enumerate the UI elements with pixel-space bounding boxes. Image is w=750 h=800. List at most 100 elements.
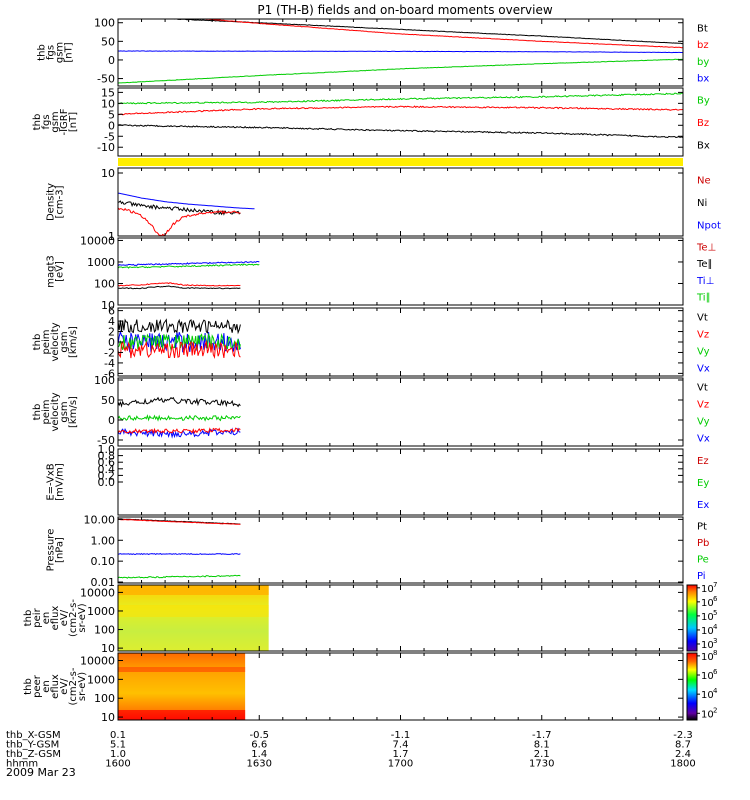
series-line: [118, 192, 255, 210]
y-tick-label: 0: [108, 414, 115, 427]
series-group: [118, 318, 241, 360]
y-tick-label: 2: [108, 326, 115, 339]
time-axis-value: 0.1: [110, 730, 126, 741]
y-axis-label: peim: [41, 399, 52, 424]
y-axis-label: Density: [46, 183, 57, 221]
y-tick-label: 1000: [87, 673, 115, 686]
spectrogram-image: [118, 585, 269, 651]
y-axis-label: [km/s]: [68, 326, 79, 358]
spectrogram-band: [118, 585, 269, 595]
time-axis-value: 1800: [670, 759, 695, 770]
spectrogram-fill: [118, 585, 269, 651]
spectrogram-fill: [118, 653, 246, 720]
y-tick-label: 0: [108, 119, 115, 132]
y-axis-label: eV/: [59, 609, 70, 626]
y-tick-label: -50: [97, 73, 115, 86]
panel-frame: [117, 516, 684, 584]
y-tick-label: -6: [104, 367, 115, 380]
legend-entry: Vy: [697, 417, 710, 428]
y-axis-label: peer: [32, 674, 43, 698]
colorbar-tick-label: 10: [701, 584, 714, 595]
y-tick-label: 1: [108, 230, 115, 243]
y-tick-label: -2: [104, 346, 115, 359]
series-line: [118, 124, 683, 139]
y-axis-label: gsm: [55, 42, 66, 63]
legend-entry: Bx: [697, 141, 710, 152]
y-tick-label: 100: [94, 17, 115, 30]
time-axis-value: -2.3: [673, 730, 693, 741]
y-tick-label: 100: [94, 277, 115, 290]
legend-entry: Vt: [697, 313, 708, 324]
series-line: [118, 58, 683, 84]
legend-entry: Ni: [697, 198, 707, 209]
panel-frame: [117, 448, 684, 516]
series-group: [118, 92, 683, 139]
y-tick-label: 15: [101, 86, 115, 99]
panel-efield: 1.00.80.60.40.20.0 E=-VxB[mV/m] Ez Ey Ex: [46, 443, 709, 516]
date-label: 2009 Mar 23: [6, 766, 76, 779]
time-axis-row-label: thb_Z-GSM: [6, 749, 61, 760]
legend-entry: Bz: [697, 118, 709, 129]
legend-entry: Npot: [697, 221, 721, 232]
series-line: [118, 518, 241, 525]
panel-frame: [117, 377, 684, 447]
y-tick-label: 4: [108, 315, 115, 328]
legend-entry: Ex: [697, 500, 709, 511]
y-axis-label: eV/: [59, 678, 70, 695]
y-tick-label: 100: [94, 692, 115, 705]
y-tick-label: 0.6: [98, 456, 116, 469]
y-tick-label: 0.2: [98, 469, 116, 482]
y-axis-label: E=-VxB: [46, 463, 57, 500]
time-axis-value: -1.1: [391, 730, 411, 741]
panel-temperature: 10000 1000 100 10 magt3[eV] Te⊥ Te∥ Ti⊥ Ti∥: [46, 234, 717, 312]
panels-group: 100500-50thbfgsgsm[nT]Btbzbybx151050-5-1…: [23, 17, 721, 724]
legend-entry: Ti∥: [696, 293, 711, 304]
colorbar-tick-exponent: 2: [713, 706, 717, 714]
y-tick-label: 6: [108, 305, 115, 318]
time-axis-row-label: thb_Y-GSM: [6, 740, 59, 751]
y-tick-label: 10000: [80, 586, 115, 599]
series-line: [118, 261, 260, 267]
series-line: [118, 50, 683, 54]
y-tick-label: 50: [101, 394, 115, 407]
legend-entry: Te∥: [696, 259, 713, 270]
legend-entry: Vt: [697, 383, 708, 394]
colorbar-tick-exponent: 7: [713, 581, 717, 589]
legend-entry: Vz: [697, 330, 709, 341]
y-axis-label: gsm: [59, 331, 70, 352]
colorbar-tick-exponent: 4: [713, 687, 718, 695]
legend-entry: Pt: [697, 521, 707, 532]
y-tick-label: 10: [101, 299, 115, 312]
y-tick-label: 0.4: [98, 463, 116, 476]
legend-entry: Ti⊥: [696, 276, 714, 287]
y-tick-label: 10000: [80, 234, 115, 247]
legend-entry: bx: [697, 74, 709, 85]
legend-entry: Ez: [697, 456, 709, 467]
y-axis-label: [nPa]: [55, 537, 66, 563]
y-axis-label: fgs: [41, 114, 52, 129]
spectrogram-image: [118, 653, 246, 720]
colorbar-tick-exponent: 6: [713, 668, 718, 676]
spectrogram-band: [118, 710, 246, 720]
time-axis-value: 1600: [105, 759, 130, 770]
y-axis-label: en: [41, 680, 52, 693]
y-axis-label: peim: [41, 329, 52, 354]
y-tick-label: 10.00: [84, 513, 116, 526]
colorbar-tick-label: 10: [701, 652, 714, 663]
y-axis-label: [eV]: [55, 261, 66, 282]
y-tick-label: 0.8: [98, 450, 116, 463]
y-axis-label: thb: [32, 114, 43, 131]
y-tick-label: 0: [108, 54, 115, 67]
colorbar-tick-label: 10: [701, 709, 714, 720]
y-tick-label: 0.0: [98, 476, 116, 489]
panel-pressure: 10.00 1.00 0.10 0.01 Pressure[nPa] Pt Pb Pe Pi: [46, 513, 710, 589]
series-line: [118, 396, 241, 408]
y-tick-label: 0: [108, 336, 115, 349]
y-tick-label: 1.0: [98, 443, 116, 456]
series-group: [118, 396, 241, 439]
y-axis-label: eflux: [50, 606, 61, 631]
y-tick-label: 0.01: [91, 576, 116, 589]
